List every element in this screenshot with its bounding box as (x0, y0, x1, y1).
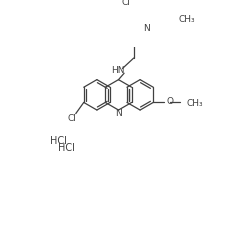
Text: Cl: Cl (67, 114, 76, 123)
Text: N: N (115, 109, 122, 118)
Text: HN: HN (111, 66, 124, 75)
Text: O: O (167, 97, 174, 106)
Text: Cl: Cl (121, 0, 130, 7)
Text: HCl: HCl (58, 143, 75, 154)
Text: N: N (143, 24, 150, 33)
Text: CH₃: CH₃ (179, 15, 195, 24)
Text: CH₃: CH₃ (187, 99, 203, 108)
Text: HCl: HCl (50, 136, 67, 146)
